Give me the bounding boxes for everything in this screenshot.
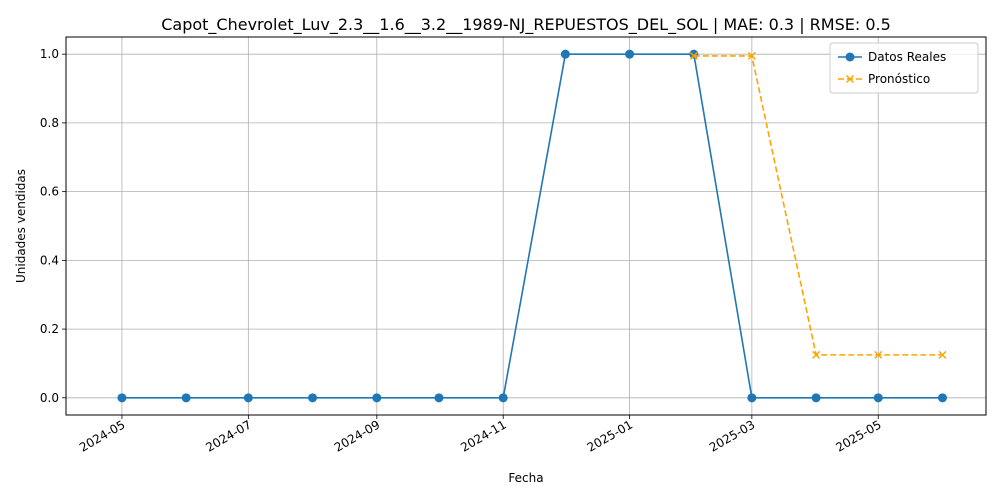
y-axis: 0.0 0.2 0.4 0.6 0.8 1.0 [40,47,66,405]
pronostico-point [938,350,947,359]
y-tick-label: 1.0 [40,47,59,61]
y-tick-label: 0.4 [40,253,59,267]
pronostico-point [689,51,698,60]
x-tick-label: 2024-09 [332,417,382,454]
y-tick-label: 0.8 [40,116,59,130]
datos-reales-point [243,393,253,403]
pronostico-point [874,350,883,359]
x-tick-label: 2024-07 [203,417,253,454]
datos-reales-point [560,49,570,59]
datos-reales-point [434,393,444,403]
datos-reales-point [625,49,635,59]
x-tick-label: 2024-11 [458,417,508,454]
datos-reales-point [747,393,757,403]
series-layer [117,49,947,403]
legend-box [829,42,979,94]
y-tick-label: 0.0 [40,391,59,405]
datos-reales-point [372,393,382,403]
datos-reales-point [689,49,699,59]
datos-reales-point [181,393,191,403]
x-tick-label: 2025-05 [833,417,883,454]
y-tick-label: 0.6 [40,185,59,199]
pronostico-line [693,55,943,356]
chart-title: Capot_Chevrolet_Luv_2.3__1.6__3.2__1989-… [161,15,891,35]
x-tick-label: 2025-01 [585,417,635,454]
legend: Datos Reales Pronóstico [829,42,979,94]
legend-label-pronostico: Pronóstico [868,72,930,86]
datos-reales-point [498,393,508,403]
legend-label-datos-reales: Datos Reales [868,50,946,64]
grid-lines [66,37,986,415]
x-tick-label: 2025-03 [707,417,757,454]
x-tick-label: 2024-05 [77,417,127,454]
pronostico-point [747,51,756,60]
legend-marker-datos-reales [845,52,855,62]
y-tick-label: 0.2 [40,322,59,336]
x-axis: 2024-05 2024-07 2024-09 2024-11 2025-01 2025-… [77,415,884,455]
pronostico-point [812,350,821,359]
datos-reales-point [811,393,821,403]
datos-reales-point [937,393,947,403]
legend-marker-pronostico [845,74,855,84]
datos-reales-point [873,393,883,403]
x-axis-label: Fecha [508,471,543,485]
plot-area [65,36,987,416]
y-axis-label: Unidades vendidas [14,169,28,283]
datos-reales-line [121,53,943,399]
datos-reales-point [308,393,318,403]
datos-reales-point [117,393,127,403]
